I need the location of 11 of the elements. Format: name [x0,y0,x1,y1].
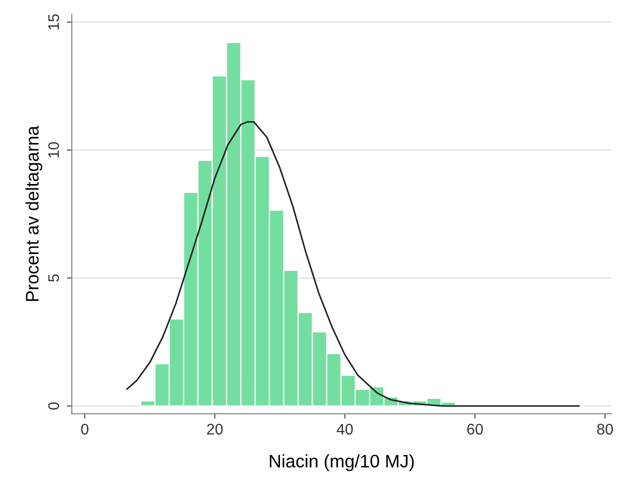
x-tick-label: 80 [597,424,613,435]
y-axis-title: Procent av deltagarna [25,126,42,301]
y-tick-label: 10 [48,142,60,158]
y-tick-label: 0 [48,402,60,410]
x-tick-label: 60 [467,424,483,435]
x-tick-label: 40 [336,424,353,435]
x-tick-label: 0 [81,424,88,435]
x-axis-title: Niacin (mg/10 MJ) [270,454,414,472]
x-tick-label: 20 [207,424,223,435]
y-tick-label: 15 [48,14,60,30]
y-tick-label: 5 [48,274,60,282]
